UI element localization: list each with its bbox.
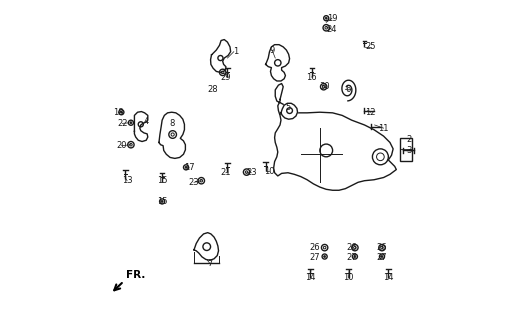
Text: 20: 20 [117,141,127,150]
Text: 26: 26 [346,243,357,252]
Text: 27: 27 [310,253,320,262]
Text: 15: 15 [157,176,167,185]
Text: 22: 22 [117,119,128,128]
Circle shape [320,144,333,157]
FancyBboxPatch shape [400,138,412,161]
Text: 17: 17 [184,164,195,172]
Circle shape [325,17,327,19]
Circle shape [120,111,122,113]
Text: 23: 23 [188,178,200,187]
Text: 18: 18 [113,108,124,117]
Circle shape [322,254,327,259]
Polygon shape [274,84,396,190]
Text: 27: 27 [376,253,387,262]
Circle shape [183,165,188,170]
Text: 24: 24 [327,25,337,34]
Text: FR.: FR. [127,270,146,280]
Text: 13: 13 [122,176,132,185]
Text: 5: 5 [286,103,291,112]
Polygon shape [159,112,185,158]
Text: 7: 7 [207,259,213,268]
Polygon shape [194,233,218,260]
Circle shape [323,255,326,258]
Circle shape [130,122,132,124]
Text: 3: 3 [406,146,412,155]
Circle shape [352,254,358,259]
Circle shape [372,149,388,165]
Text: 6: 6 [346,85,351,94]
Circle shape [324,16,329,21]
Text: 11: 11 [379,124,389,132]
Circle shape [381,255,383,258]
Text: 19: 19 [327,14,337,23]
Text: 30: 30 [319,82,330,91]
Text: 25: 25 [365,42,376,52]
Text: 14: 14 [383,273,394,282]
Circle shape [185,166,187,168]
Circle shape [380,254,384,259]
Circle shape [119,110,124,115]
Text: 29: 29 [220,73,231,82]
Polygon shape [211,40,230,72]
Text: 23: 23 [246,168,257,177]
Text: 10: 10 [264,167,274,176]
Polygon shape [266,45,290,81]
Text: 16: 16 [307,73,317,82]
Text: 9: 9 [269,45,275,55]
Circle shape [129,120,133,125]
Text: 2: 2 [406,135,412,144]
Circle shape [160,199,165,204]
Text: 15: 15 [157,197,167,206]
Polygon shape [281,103,298,119]
Circle shape [161,200,163,203]
Text: 4: 4 [143,117,149,126]
Text: 12: 12 [365,108,376,117]
Text: 10: 10 [343,273,354,282]
Text: 28: 28 [208,85,218,94]
Text: 27: 27 [346,253,357,262]
Text: 1: 1 [233,47,238,56]
Text: 26: 26 [376,243,387,252]
Text: 8: 8 [169,119,174,128]
Text: 26: 26 [310,243,320,252]
Polygon shape [134,112,148,141]
Text: 14: 14 [305,273,316,282]
Circle shape [354,255,356,258]
Text: 21: 21 [220,168,231,177]
